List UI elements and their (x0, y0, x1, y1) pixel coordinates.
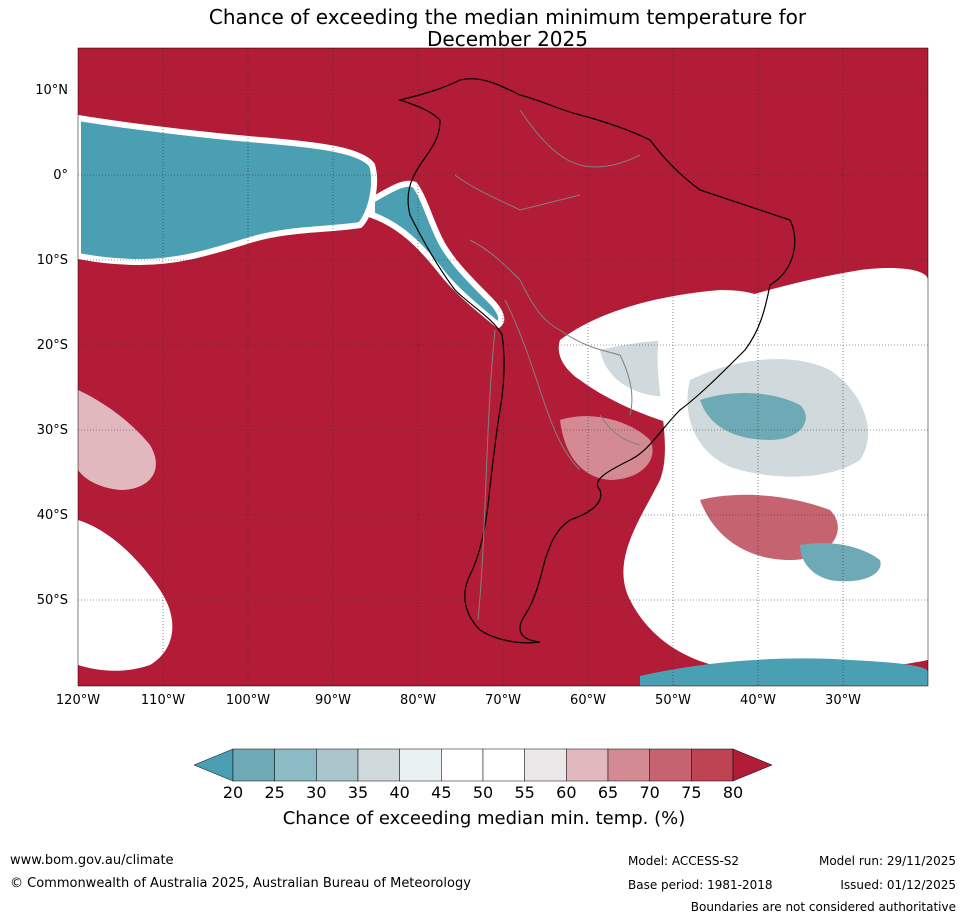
map-title-line1: Chance of exceeding the median minimum t… (208, 5, 807, 29)
lon-label-50w: 50°W (655, 693, 691, 708)
argentina-pink-zone (560, 416, 653, 480)
lat-label-20s: 20°S (36, 338, 68, 353)
colorbar (193, 748, 773, 782)
issued-info: Issued: 01/12/2025 (840, 878, 956, 892)
lon-label-110w: 110°W (140, 693, 186, 708)
colorbar-segment (441, 748, 484, 782)
copyright-text: © Commonwealth of Australia 2025, Austra… (10, 876, 471, 891)
lat-label-10n: 10°N (35, 83, 68, 98)
lon-label-70w: 70°W (485, 693, 521, 708)
lat-label-10s: 10°S (36, 253, 68, 268)
colorbar-tick: 45 (431, 783, 452, 802)
colorbar-segment (316, 748, 359, 782)
colorbar-tick: 20 (222, 783, 244, 802)
colorbar-segment (357, 748, 400, 782)
lon-label-40w: 40°W (740, 693, 776, 708)
se-pacific-pink-zone (78, 390, 156, 490)
map-frame (77, 47, 929, 687)
colorbar-segment (566, 748, 609, 782)
colorbar-segment (482, 748, 525, 782)
colorbar-tick: 30 (306, 783, 327, 802)
colorbar-segment (232, 748, 275, 782)
colorbar-tick: 40 (389, 783, 410, 802)
peru-coastal-cool-zone (369, 180, 505, 329)
colorbar-label: Chance of exceeding median min. temp. (%… (282, 808, 686, 829)
map-title-line2: December 2025 (427, 27, 588, 51)
colorbar-tick: 55 (514, 783, 535, 802)
south-atlantic-cool-patch (800, 543, 881, 582)
colorbar-segment (649, 748, 692, 782)
lat-label-30s: 30°S (36, 423, 68, 438)
colorbar-segment (399, 748, 442, 782)
map-field (78, 48, 928, 686)
colorbar-tick: 50 (472, 783, 494, 802)
lat-label-50s: 50°S (36, 593, 68, 608)
colorbar-tick: 70 (639, 783, 660, 802)
colorbar-segment (691, 748, 734, 782)
lon-label-100w: 100°W (225, 693, 271, 708)
pacific-cool-zone (78, 114, 378, 266)
colorbar-arrow-low (193, 748, 234, 782)
colorbar-tick: 25 (264, 783, 285, 802)
website-link[interactable]: www.bom.gov.au/climate (10, 853, 174, 868)
atlantic-pink-patch (700, 494, 838, 560)
colorbar-arrow-high (732, 748, 773, 782)
lat-label-40s: 40°S (36, 508, 68, 523)
boundaries-disclaimer: Boundaries are not considered authoritat… (690, 900, 956, 914)
colorbar-segment (607, 748, 650, 782)
colorbar-segment (274, 748, 317, 782)
lon-label-90w: 90°W (315, 693, 351, 708)
atlantic-cool-patch (700, 393, 806, 440)
colorbar-tick: 65 (597, 783, 619, 802)
lon-label-60w: 60°W (570, 693, 606, 708)
colorbar-segment (524, 748, 567, 782)
country-borders (454, 109, 641, 621)
lon-label-80w: 80°W (400, 693, 436, 708)
colorbar-tick: 75 (681, 783, 702, 802)
south-atlantic-cool-band (640, 658, 928, 686)
base-period-info: Base period: 1981-2018 (628, 878, 773, 892)
south-america-coastline (397, 78, 796, 644)
lon-label-120w: 120°W (55, 693, 101, 708)
se-pacific-neutral-zone (78, 520, 173, 671)
colorbar-tick: 60 (556, 783, 577, 802)
lon-label-30w: 30°W (825, 693, 861, 708)
colorbar-tick: 35 (347, 783, 369, 802)
model-run-info: Model run: 29/11/2025 (818, 854, 956, 868)
colorbar-tick: 80 (722, 783, 744, 802)
lat-label-0: 0° (53, 168, 68, 183)
graticule (78, 48, 928, 686)
model-info: Model: ACCESS-S2 (628, 854, 740, 868)
